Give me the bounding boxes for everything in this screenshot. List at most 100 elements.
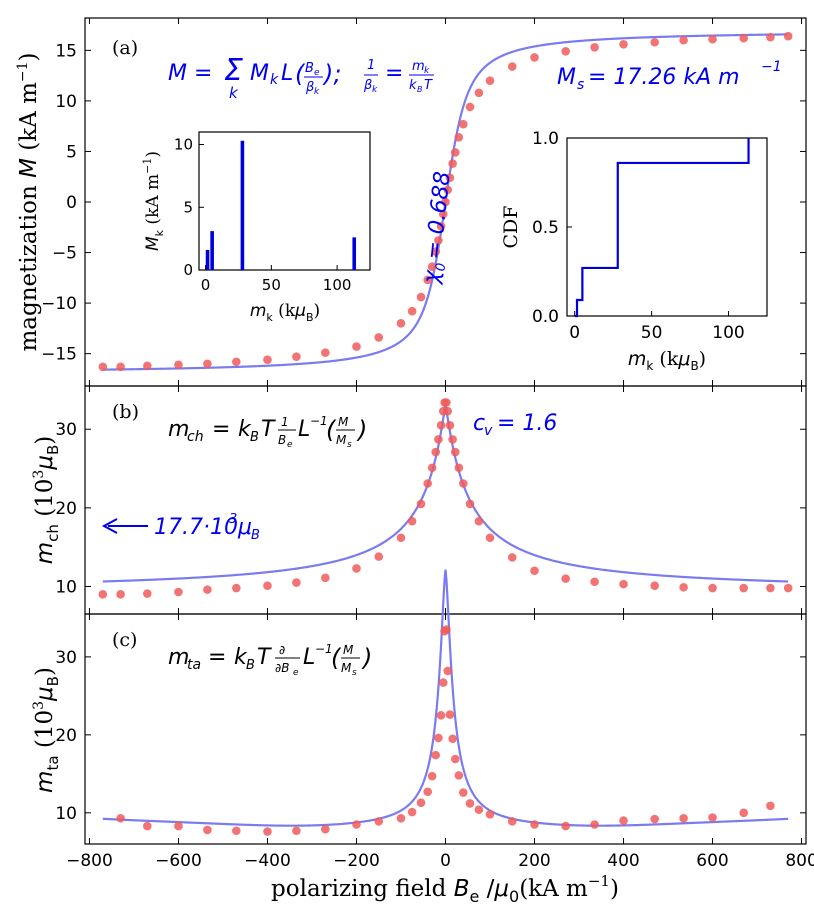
x-tick-label: 800 <box>785 851 814 871</box>
inset-left-ytick-label: 0 <box>183 261 193 279</box>
data-point <box>292 352 301 361</box>
inset-left-ytick-label: 10 <box>174 136 193 154</box>
data-point <box>423 479 433 488</box>
svg-text:1: 1 <box>367 58 375 73</box>
data-point <box>739 583 748 593</box>
svg-text:=: = <box>212 417 230 442</box>
data-point <box>396 319 406 328</box>
data-point <box>263 581 272 590</box>
svg-text:ta: ta <box>187 657 201 673</box>
panel-a-equation: M = Σ k M k L ( B e β k ); 1 β k = m k k… <box>168 53 434 102</box>
data-point <box>783 583 793 593</box>
data-point <box>766 583 775 593</box>
fit-curve-b <box>102 403 789 583</box>
data-point <box>450 447 460 457</box>
data-point <box>448 734 457 744</box>
svg-text:L: L <box>303 645 315 670</box>
data-point <box>436 221 446 231</box>
data-point <box>507 553 517 562</box>
panel-a-label: (a) <box>112 37 138 59</box>
svg-text:mta (103μB): mta (103μB) <box>31 667 62 793</box>
data-point <box>431 247 441 256</box>
panel-b-label: (b) <box>112 401 139 423</box>
x-tick-label: −800 <box>66 851 113 871</box>
data-point <box>465 499 475 509</box>
data-points <box>98 31 793 836</box>
data-point <box>374 817 384 826</box>
data-point <box>454 133 464 142</box>
data-point <box>431 447 441 457</box>
svg-text:0: 0 <box>433 262 449 272</box>
data-point <box>766 801 775 811</box>
data-point <box>590 577 599 587</box>
inset-right-xtick-label: 50 <box>641 323 663 343</box>
svg-text:M: M <box>341 661 352 675</box>
data-point <box>465 799 475 808</box>
data-point <box>445 173 455 183</box>
svg-text:k: k <box>238 417 252 442</box>
svg-text:m: m <box>412 59 425 74</box>
y-tick-label: −10 <box>41 294 77 314</box>
svg-text:k: k <box>372 85 378 95</box>
inset-bar <box>205 249 210 270</box>
svg-text:B: B <box>305 61 314 76</box>
data-point <box>438 209 448 219</box>
svg-text:M: M <box>557 65 576 90</box>
data-point <box>474 516 484 526</box>
svg-text:e: e <box>287 440 293 450</box>
x-tick-label: 600 <box>696 851 728 871</box>
inset-left-ylabel: Mk (kA m−1) <box>141 151 166 251</box>
svg-text:M: M <box>336 433 347 447</box>
svg-text:1: 1 <box>281 415 289 429</box>
data-point <box>561 574 570 583</box>
svg-text:(: ( <box>326 416 337 444</box>
svg-text:L: L <box>281 61 293 86</box>
inset-left-bars: 0 50 100 0 5 10 <box>174 136 357 294</box>
data-point <box>396 533 406 543</box>
data-point <box>416 798 426 807</box>
data-point <box>619 816 628 825</box>
inset-left-xtick-label: 0 <box>201 276 211 294</box>
data-point <box>431 750 441 760</box>
y-tick-label: 15 <box>55 41 77 61</box>
data-point <box>708 34 717 44</box>
data-point <box>203 359 212 369</box>
data-point <box>739 33 748 43</box>
svg-text:M: M <box>250 61 269 86</box>
panel-a-ylabel: magnetization M (kA m−1) <box>15 52 42 351</box>
data-point <box>619 39 628 49</box>
data-point <box>143 821 152 831</box>
svg-text:=: = <box>385 61 403 86</box>
panel-b-ylabel: mch (103μB) <box>31 436 62 565</box>
data-point <box>619 579 628 589</box>
svg-text:k: k <box>234 645 248 670</box>
svg-text:β: β <box>305 80 314 95</box>
data-point <box>441 197 450 207</box>
data-point <box>427 262 437 272</box>
svg-text:μ: μ <box>237 515 252 540</box>
data-point <box>474 805 484 814</box>
data-point <box>263 827 272 836</box>
svg-text:∂B: ∂B <box>275 661 289 675</box>
data-point <box>203 585 212 594</box>
data-point <box>465 102 475 112</box>
svg-text:m: m <box>168 645 189 670</box>
data-point <box>442 625 451 634</box>
svg-text:M: M <box>343 643 354 657</box>
reference-arrow: 17.7·10 3 μ B <box>101 512 260 543</box>
svg-text:s: s <box>577 77 584 93</box>
panel-c-label: (c) <box>112 629 137 651</box>
data-point <box>507 62 517 71</box>
data-point <box>116 362 125 372</box>
data-point <box>650 581 659 590</box>
svg-text:T: T <box>257 645 272 670</box>
y-tick-label: 20 <box>55 499 77 519</box>
svg-text:M =: M = <box>168 61 212 86</box>
data-point <box>507 817 517 826</box>
inset-bar <box>210 231 214 270</box>
inset-right-ytick-label: 0.0 <box>532 307 559 327</box>
data-point <box>530 566 539 576</box>
y-tick-label: −5 <box>52 244 77 264</box>
data-point <box>443 406 453 416</box>
data-point <box>443 666 453 676</box>
